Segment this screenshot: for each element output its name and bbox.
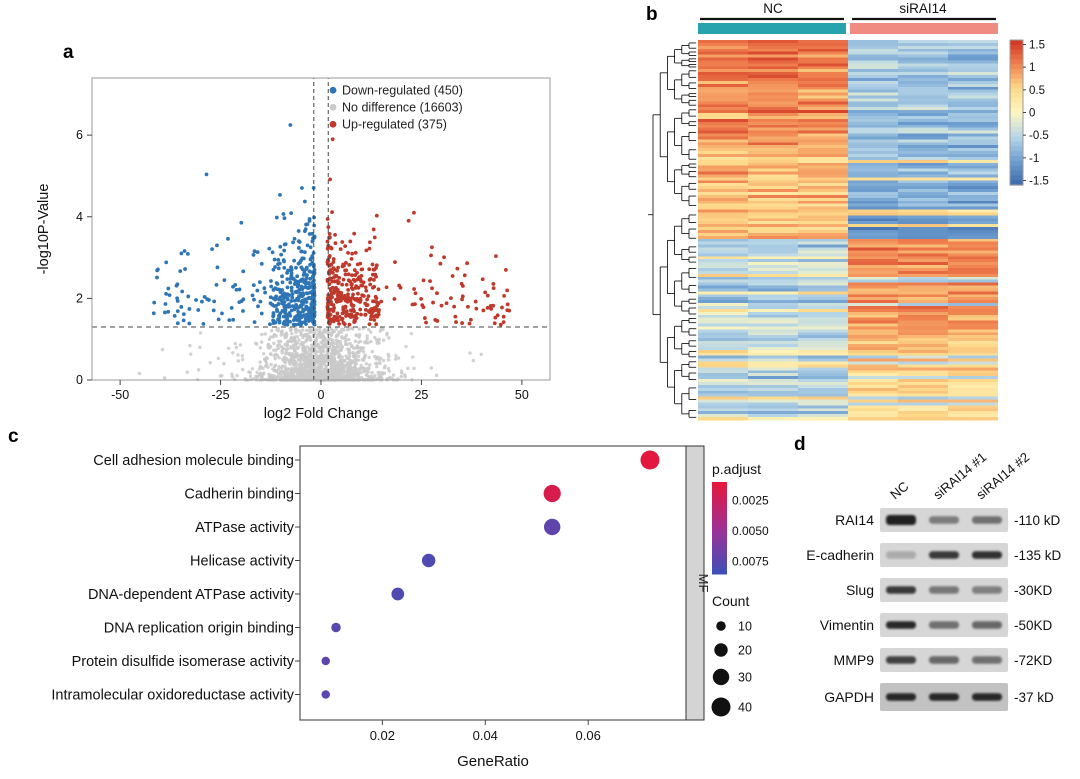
svg-text:0.02: 0.02 xyxy=(370,728,395,743)
svg-text:NC: NC xyxy=(887,478,912,502)
svg-text:GeneRatio: GeneRatio xyxy=(457,753,529,770)
svg-text:-110 kD: -110 kD xyxy=(1014,513,1061,528)
svg-text:-log10P-Value: -log10P-Value xyxy=(36,184,52,275)
svg-text:E-cadherin: E-cadherin xyxy=(806,547,874,563)
svg-text:log2 Fold Change: log2 Fold Change xyxy=(264,406,378,422)
svg-text:MMP9: MMP9 xyxy=(834,652,875,668)
svg-text:-1: -1 xyxy=(1029,153,1039,165)
svg-text:0.0050: 0.0050 xyxy=(732,524,769,538)
svg-text:1: 1 xyxy=(1029,62,1035,74)
svg-text:6: 6 xyxy=(76,128,83,142)
svg-text:-50KD: -50KD xyxy=(1014,618,1053,633)
svg-text:No difference (16603): No difference (16603) xyxy=(342,100,463,114)
panel-label-a: a xyxy=(63,42,74,63)
svg-text:0: 0 xyxy=(1029,108,1035,120)
svg-text:RAI14: RAI14 xyxy=(835,512,874,528)
svg-text:0.5: 0.5 xyxy=(1029,85,1045,97)
svg-text:Down-regulated (450): Down-regulated (450) xyxy=(342,83,463,97)
svg-text:20: 20 xyxy=(738,643,752,657)
svg-text:Helicase activity: Helicase activity xyxy=(190,553,295,569)
svg-text:MF: MF xyxy=(696,574,711,593)
heatmap-plot: NC siRAI14 1.5 1 0.5 0 -0.5 -1 -1.5 xyxy=(648,1,1049,421)
svg-text:-25: -25 xyxy=(212,388,230,402)
svg-text:25: 25 xyxy=(414,388,428,402)
svg-text:Intramolecular oxidoreductase: Intramolecular oxidoreductase activity xyxy=(51,687,294,703)
svg-text:-135 kD: -135 kD xyxy=(1014,548,1062,563)
svg-text:ATPase activity: ATPase activity xyxy=(195,520,295,536)
panel-label-b: b xyxy=(646,4,658,25)
svg-text:2: 2 xyxy=(76,291,83,305)
svg-text:40: 40 xyxy=(738,700,752,714)
svg-text:NC: NC xyxy=(763,1,783,16)
svg-text:50: 50 xyxy=(515,388,529,402)
panel-label-d: d xyxy=(794,434,806,455)
svg-text:0.0075: 0.0075 xyxy=(732,555,769,569)
svg-text:Count: Count xyxy=(712,593,749,609)
svg-text:Cadherin binding: Cadherin binding xyxy=(184,486,294,502)
svg-text:0.0025: 0.0025 xyxy=(732,493,769,507)
svg-text:0.06: 0.06 xyxy=(576,728,601,743)
svg-text:Slug: Slug xyxy=(846,582,874,598)
svg-text:p.adjust: p.adjust xyxy=(712,461,761,477)
svg-text:-50: -50 xyxy=(111,388,129,402)
volcano-plot: -50 -25 0 25 50 0 2 4 6 log2 Fold Change -log10P-V… xyxy=(36,77,551,422)
panel-label-c: c xyxy=(8,426,19,447)
svg-text:DNA replication origin binding: DNA replication origin binding xyxy=(104,620,294,636)
svg-text:0: 0 xyxy=(76,373,83,387)
svg-text:-30KD: -30KD xyxy=(1014,583,1053,598)
svg-text:siRAI14: siRAI14 xyxy=(899,1,947,16)
svg-text:-72KD: -72KD xyxy=(1014,653,1053,668)
svg-text:Up-regulated (375): Up-regulated (375) xyxy=(342,117,447,131)
svg-text:0: 0 xyxy=(318,388,325,402)
svg-text:-1.5: -1.5 xyxy=(1029,175,1049,187)
svg-text:0.04: 0.04 xyxy=(473,728,498,743)
svg-text:4: 4 xyxy=(76,210,83,224)
svg-text:Cell adhesion molecule binding: Cell adhesion molecule binding xyxy=(93,453,294,469)
go-dotplot: Cell adhesion molecule binding Cadherin b… xyxy=(51,445,769,770)
svg-text:30: 30 xyxy=(738,670,752,684)
svg-text:1.5: 1.5 xyxy=(1029,40,1045,52)
svg-text:Protein disulfide isomerase ac: Protein disulfide isomerase activity xyxy=(72,654,295,670)
svg-text:GAPDH: GAPDH xyxy=(824,689,874,705)
svg-text:DNA-dependent ATPase activity: DNA-dependent ATPase activity xyxy=(88,587,295,603)
svg-text:-0.5: -0.5 xyxy=(1029,130,1049,142)
svg-text:-37 kD: -37 kD xyxy=(1014,690,1054,705)
svg-text:Vimentin: Vimentin xyxy=(820,617,874,633)
svg-text:10: 10 xyxy=(738,619,752,633)
